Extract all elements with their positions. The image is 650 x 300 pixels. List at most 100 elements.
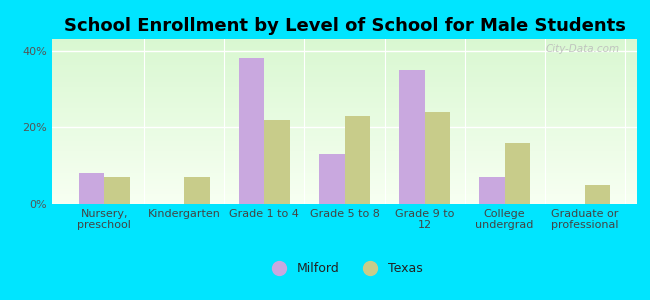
Bar (52, 141, 637, 143)
Bar (52, 178, 637, 179)
Bar (52, 173, 637, 174)
Bar (52, 46, 637, 47)
Bar (52, 39, 637, 41)
Bar (52, 158, 637, 160)
Bar (52, 83, 637, 85)
Bar (52, 197, 637, 199)
Text: City-Data.com: City-Data.com (545, 44, 619, 54)
Bar (52, 166, 637, 168)
Bar (52, 105, 637, 106)
Bar (52, 130, 637, 131)
Bar (52, 148, 637, 150)
Bar (585, 185, 610, 204)
Bar (52, 145, 637, 146)
Bar (52, 136, 637, 138)
Bar (52, 88, 637, 90)
Bar (52, 80, 637, 82)
Bar (52, 154, 637, 156)
Bar (52, 112, 637, 113)
Bar (52, 62, 637, 64)
Bar (52, 169, 637, 171)
Bar (52, 97, 637, 98)
Bar (52, 47, 637, 49)
Title: School Enrollment by Level of School for Male Students: School Enrollment by Level of School for… (64, 17, 625, 35)
Bar (52, 85, 637, 87)
Bar (239, 58, 265, 204)
Bar (52, 103, 637, 105)
Bar (52, 196, 637, 197)
Bar (52, 56, 637, 57)
Bar (52, 41, 637, 42)
Bar (52, 135, 637, 136)
Bar (52, 75, 637, 77)
Bar (52, 146, 637, 148)
Bar (52, 150, 637, 151)
Bar (52, 194, 637, 196)
Bar (52, 72, 637, 74)
Bar (319, 154, 344, 204)
Bar (52, 50, 637, 52)
Bar (52, 118, 637, 120)
Bar (52, 94, 637, 95)
Bar (79, 173, 104, 204)
Bar (52, 174, 637, 176)
Bar (185, 177, 210, 204)
Bar (52, 61, 637, 62)
Bar (52, 171, 637, 173)
Bar (52, 49, 637, 50)
Bar (52, 70, 637, 72)
Bar (52, 100, 637, 102)
Bar (52, 90, 637, 92)
Bar (504, 142, 530, 204)
Bar (52, 65, 637, 67)
Bar (52, 115, 637, 116)
Bar (52, 176, 637, 178)
Bar (52, 181, 637, 182)
Bar (52, 92, 637, 94)
Bar (52, 74, 637, 75)
Bar (479, 177, 504, 204)
Bar (52, 133, 637, 135)
Bar (52, 106, 637, 108)
Bar (424, 112, 450, 204)
Bar (52, 140, 637, 141)
Bar (52, 131, 637, 133)
Legend: Milford, Texas: Milford, Texas (261, 257, 428, 280)
Bar (52, 193, 637, 194)
Bar (52, 151, 637, 153)
Bar (52, 102, 637, 103)
Bar (52, 67, 637, 69)
Bar (52, 179, 637, 181)
Bar (52, 199, 637, 201)
Bar (52, 168, 637, 169)
Bar (52, 188, 637, 189)
Bar (52, 202, 637, 204)
Bar (52, 108, 637, 110)
Bar (52, 120, 637, 122)
Bar (52, 64, 637, 65)
Bar (52, 98, 637, 100)
Bar (52, 153, 637, 154)
Bar (52, 186, 637, 188)
Bar (52, 122, 637, 123)
Bar (52, 110, 637, 112)
Bar (52, 113, 637, 115)
Bar (52, 42, 637, 44)
Bar (52, 87, 637, 88)
Bar (52, 69, 637, 70)
Bar (52, 95, 637, 97)
Bar (52, 123, 637, 125)
Bar (52, 191, 637, 193)
Bar (52, 125, 637, 127)
Bar (344, 116, 370, 204)
Bar (52, 82, 637, 83)
Bar (52, 79, 637, 80)
Bar (399, 70, 424, 204)
Bar (52, 161, 637, 163)
Bar (52, 182, 637, 184)
Bar (52, 116, 637, 118)
Bar (52, 59, 637, 61)
Bar (52, 156, 637, 158)
Bar (52, 128, 637, 130)
Bar (52, 52, 637, 54)
